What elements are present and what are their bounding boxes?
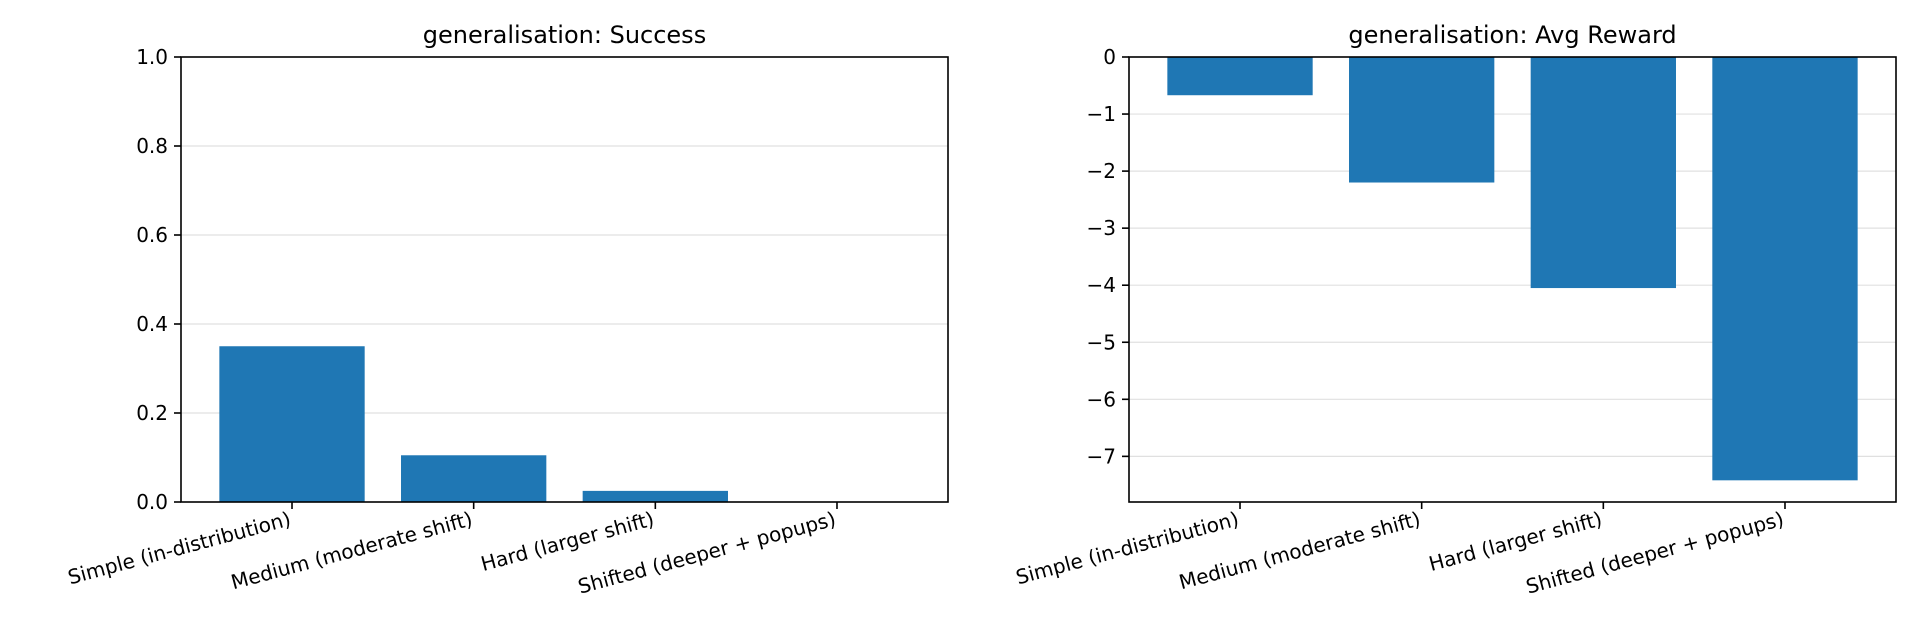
y-tick-label: −5 <box>1087 330 1116 354</box>
y-tick-label: 0.4 <box>136 312 168 336</box>
y-tick-label: −4 <box>1087 273 1116 297</box>
bar-3 <box>582 490 728 502</box>
y-tick-label: −6 <box>1087 387 1116 411</box>
y-tick-label: −1 <box>1087 102 1116 126</box>
y-tick-label: −7 <box>1087 444 1116 468</box>
axis-frame <box>180 56 949 503</box>
bar-3 <box>1530 57 1676 289</box>
y-tick-label: 1.0 <box>136 45 168 69</box>
y-tick-label: 0 <box>1103 45 1116 69</box>
y-tick-label: 0.2 <box>136 401 168 425</box>
y-tick-label: −3 <box>1087 216 1116 240</box>
bar-2 <box>401 455 547 502</box>
y-tick-label: 0.8 <box>136 134 168 158</box>
y-tick-label: −2 <box>1087 159 1116 183</box>
chart-title: generalisation: Avg Reward <box>1348 21 1676 49</box>
bar-1 <box>219 346 365 502</box>
bar-2 <box>1349 57 1495 183</box>
chart-title: generalisation: Success <box>423 21 706 49</box>
y-tick-label: 0.6 <box>136 223 168 247</box>
bar-1 <box>1167 57 1313 96</box>
axis-frame <box>1128 56 1897 503</box>
y-tick-label: 0.0 <box>136 490 168 514</box>
bar-4 <box>1712 57 1858 481</box>
